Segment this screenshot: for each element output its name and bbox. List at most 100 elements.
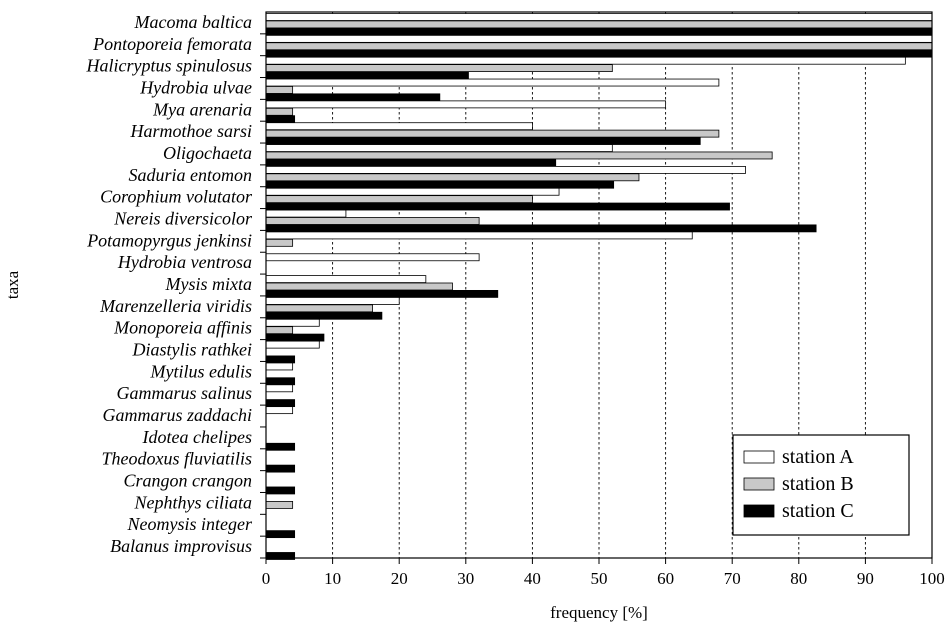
category-label: Oligochaeta <box>163 143 252 163</box>
bar-station-c <box>265 158 557 167</box>
category-label: Pontoporeia femorata <box>92 34 252 54</box>
bars <box>265 13 933 560</box>
bar-station-a <box>265 13 933 21</box>
legend-swatch <box>743 504 775 518</box>
category-label: Mysis mixta <box>165 274 252 294</box>
bar-station-c <box>265 355 296 364</box>
bar-station-b <box>265 195 533 204</box>
bar-station-b <box>265 107 294 116</box>
x-tick-label: 70 <box>724 569 741 588</box>
bar-station-c <box>265 93 441 102</box>
bar-station-a <box>265 297 400 305</box>
category-label: Nephthys ciliata <box>134 492 252 512</box>
x-tick-label: 60 <box>657 569 674 588</box>
category-label: Balanus improvisus <box>110 536 252 556</box>
bar-station-c <box>265 224 817 233</box>
category-label: Hydrobia ventrosa <box>117 252 252 272</box>
bar-station-c <box>265 333 325 342</box>
category-label: Halicryptus spinulosus <box>85 56 252 76</box>
category-label: Harmothoe sarsi <box>129 121 252 141</box>
x-tick-label: 90 <box>857 569 874 588</box>
bar-station-b <box>265 42 933 51</box>
category-label: Diastylis rathkei <box>132 340 253 360</box>
legend-label: station B <box>782 473 854 495</box>
bar-station-a <box>265 144 613 152</box>
x-tick-label: 50 <box>591 569 608 588</box>
bar-station-a <box>265 209 347 218</box>
x-tick-label: 30 <box>457 569 474 588</box>
category-label: Neomysis integer <box>127 514 253 534</box>
bar-station-b <box>265 129 720 138</box>
category-label: Gammarus zaddachi <box>102 405 252 425</box>
legend-label: station C <box>782 500 854 522</box>
bar-station-a <box>265 253 480 262</box>
category-label: Mytilus edulis <box>150 361 253 381</box>
bar-station-b <box>265 217 480 225</box>
bar-station-b <box>265 20 933 29</box>
bar-station-a <box>265 165 746 174</box>
bar-station-b <box>265 173 640 182</box>
bar-station-a <box>265 78 720 87</box>
category-label: Potamopyrgus jenkinsi <box>86 230 252 250</box>
legend-swatch <box>743 477 775 491</box>
bar-station-b <box>265 326 294 335</box>
category-label: Macoma baltica <box>134 12 252 32</box>
bar-station-b <box>265 86 294 94</box>
legend-label: station A <box>782 446 854 468</box>
bar-station-b <box>265 500 294 509</box>
bar-station-c <box>265 530 296 539</box>
bar-station-c <box>265 202 730 211</box>
category-label: Mya arenaria <box>152 99 252 119</box>
bar-station-b <box>265 304 373 313</box>
bar-station-c <box>265 377 296 386</box>
bar-station-a <box>265 406 294 415</box>
bar-station-c <box>265 442 296 451</box>
bar-station-a <box>265 275 427 284</box>
bar-station-a <box>265 231 693 240</box>
bar-station-c <box>265 399 296 408</box>
category-label: Theodoxus fluviatilis <box>102 449 253 469</box>
x-tick-label: 80 <box>790 569 807 588</box>
bar-station-a <box>265 384 294 393</box>
bar-station-c <box>265 27 933 36</box>
y-axis-label: taxa <box>3 270 22 299</box>
x-tick-label: 20 <box>391 569 408 588</box>
category-label: Monoporeia affinis <box>113 318 252 338</box>
bar-station-a <box>265 318 320 327</box>
bar-station-c <box>265 115 296 124</box>
category-label: Marenzelleria viridis <box>99 296 252 316</box>
bar-station-a <box>265 34 933 43</box>
bar-station-c <box>265 486 296 495</box>
category-label: Nereis diversicolor <box>113 208 253 228</box>
x-axis-label: frequency [%] <box>550 603 648 622</box>
bar-station-c <box>265 180 615 189</box>
bar-station-c <box>265 137 701 145</box>
bar-station-b <box>265 282 453 291</box>
bar-station-b <box>265 64 613 72</box>
legend: station A station B station C <box>732 434 910 536</box>
category-label: Corophium volutator <box>100 187 253 207</box>
bar-station-c <box>265 464 296 473</box>
x-tick-label: 40 <box>524 569 541 588</box>
x-axis-ticks: 0 10 20 30 40 50 60 70 80 90 100 <box>262 558 945 588</box>
category-label: Hydrobia ulvae <box>139 77 252 97</box>
x-tick-label: 100 <box>919 569 945 588</box>
category-label: Gammarus salinus <box>116 383 252 403</box>
bar-station-c <box>265 311 383 320</box>
x-tick-label: 0 <box>262 569 271 588</box>
bar-station-a <box>265 100 667 109</box>
bar-station-a <box>265 340 320 349</box>
category-label: Crangon crangon <box>123 471 252 491</box>
category-label: Idotea chelipes <box>142 427 252 447</box>
category-label: Saduria entomon <box>129 165 253 185</box>
bar-station-a <box>265 362 294 371</box>
bar-station-b <box>265 151 773 160</box>
legend-swatch <box>743 450 775 464</box>
bar-station-a <box>265 122 533 131</box>
bar-station-b <box>265 238 294 247</box>
x-tick-label: 10 <box>324 569 341 588</box>
bar-station-a <box>265 56 906 65</box>
